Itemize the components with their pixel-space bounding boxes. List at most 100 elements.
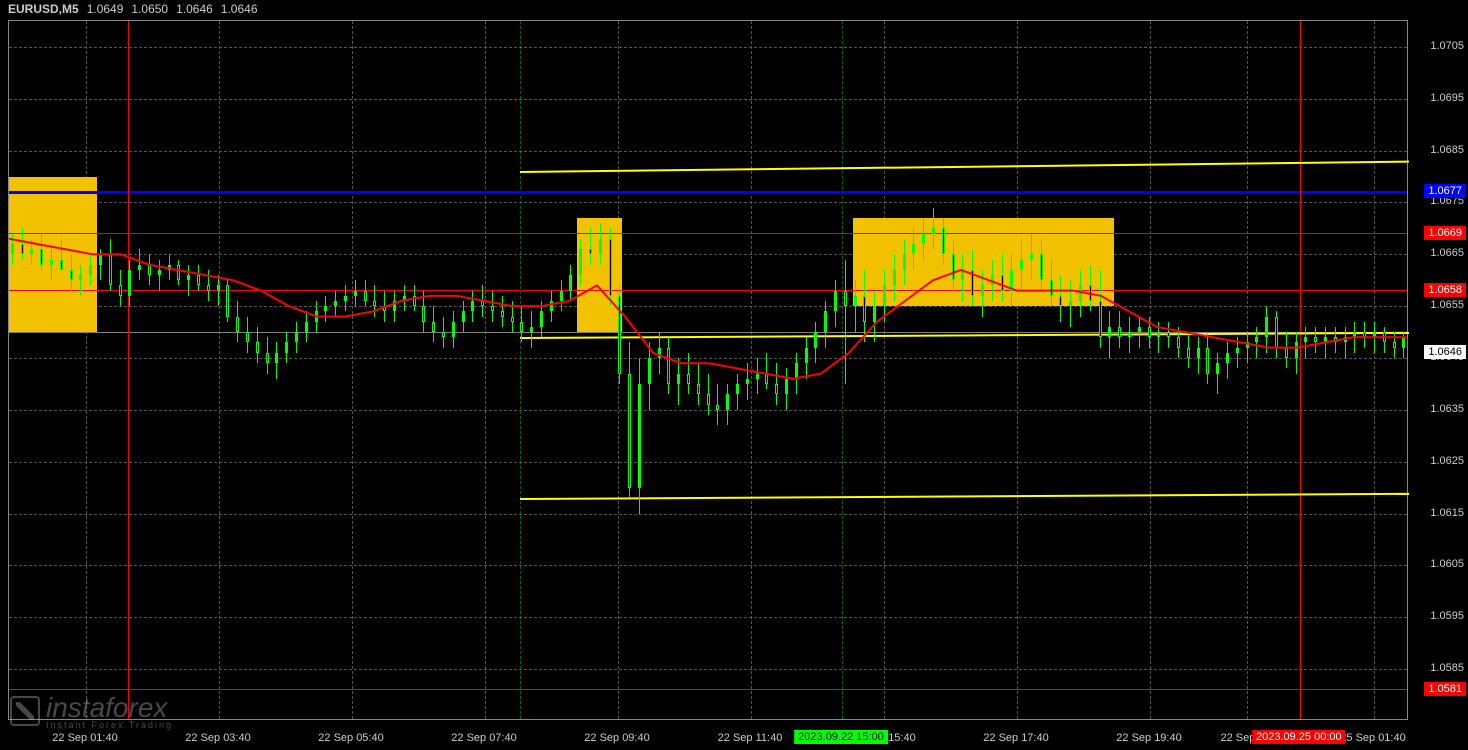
candle (569, 265, 572, 301)
candle (520, 306, 523, 342)
candle (60, 239, 63, 270)
candle (89, 254, 92, 285)
candle (912, 228, 915, 269)
candle (1363, 322, 1366, 348)
gridline-v (1017, 21, 1018, 719)
candle (256, 327, 259, 363)
candle (217, 275, 220, 306)
candle (785, 368, 788, 409)
ohlc-open: 1.0649 (87, 2, 124, 16)
y-tick-label: 1.0705 (1430, 40, 1464, 52)
y-tick-label: 1.0655 (1430, 299, 1464, 311)
candle (726, 384, 729, 425)
candle (716, 384, 719, 425)
candle (589, 228, 592, 264)
watermark-icon (10, 696, 40, 726)
candle (844, 260, 847, 384)
y-tick-label: 1.0685 (1430, 144, 1464, 156)
candle (1275, 311, 1278, 358)
vertical-line (1300, 21, 1301, 719)
price-line (9, 191, 1407, 194)
candle (471, 291, 474, 322)
candle (275, 342, 278, 378)
candle (442, 317, 445, 348)
watermark: instaforex Instant Forex Trading (10, 692, 173, 730)
candle (128, 260, 131, 307)
symbol-label: EURUSD,M5 (8, 2, 79, 16)
candle (1128, 317, 1131, 353)
candle (168, 254, 171, 280)
candle (599, 223, 602, 264)
candle (697, 363, 700, 404)
candle (197, 265, 200, 291)
candle (148, 254, 151, 285)
candle (863, 270, 866, 343)
candle (707, 374, 710, 415)
candle (991, 260, 994, 301)
candle (736, 374, 739, 410)
candle (177, 260, 180, 286)
candle (246, 317, 249, 353)
candle (560, 280, 563, 311)
y-price-marker: 1.0581 (1424, 682, 1466, 696)
candle (540, 301, 543, 337)
candle (1148, 317, 1151, 348)
x-time-marker: 2023.09.22 15:00 (794, 730, 888, 744)
candle (579, 239, 582, 286)
candle (834, 280, 837, 327)
y-axis: 1.05851.05951.06051.06151.06251.06351.06… (1408, 20, 1468, 720)
candle (1246, 332, 1249, 363)
candle (1344, 327, 1347, 358)
candle (1216, 353, 1219, 394)
candle (158, 260, 161, 291)
channel-line (520, 493, 1409, 500)
candle (1373, 322, 1376, 353)
candle (1010, 254, 1013, 306)
candle (883, 270, 886, 322)
candle (21, 228, 24, 259)
candle (1118, 311, 1121, 347)
gridline-v (1374, 21, 1375, 719)
price-line (9, 689, 1407, 690)
x-time-marker: 2023.09.25 00:00 (1252, 730, 1346, 744)
candle (1108, 311, 1111, 358)
y-tick-label: 1.0605 (1430, 558, 1464, 570)
price-line (9, 233, 1407, 234)
candle (854, 280, 857, 332)
candle (1226, 342, 1229, 378)
vertical-line (128, 21, 129, 719)
y-tick-label: 1.0665 (1430, 247, 1464, 259)
candle (873, 291, 876, 343)
candle (1236, 337, 1239, 368)
candle (1079, 270, 1082, 317)
y-price-marker: 1.0658 (1424, 283, 1466, 297)
candle (687, 353, 690, 394)
x-tick-label: 22 Sep 09:40 (584, 732, 649, 744)
candle (609, 228, 612, 306)
candle (981, 270, 984, 317)
candle (1069, 280, 1072, 327)
candle (315, 301, 318, 332)
plot-area[interactable] (8, 20, 1408, 720)
candle (1353, 322, 1356, 353)
candle (648, 342, 651, 409)
candle (1314, 327, 1317, 353)
candle (413, 285, 416, 311)
candle (462, 301, 465, 332)
y-price-marker: 1.0646 (1424, 345, 1466, 359)
candle (138, 249, 141, 280)
y-tick-label: 1.0695 (1430, 92, 1464, 104)
candle (236, 301, 239, 342)
y-tick-label: 1.0585 (1430, 662, 1464, 674)
candle (305, 311, 308, 342)
candle (285, 332, 288, 363)
x-tick-label: 22 Sep 19:40 (1116, 732, 1181, 744)
candle (324, 296, 327, 322)
y-tick-label: 1.0595 (1430, 610, 1464, 622)
candle (344, 285, 347, 311)
x-tick-label: 25 Sep 01:40 (1340, 732, 1405, 744)
candle (501, 296, 504, 327)
gridline-v (1247, 21, 1248, 719)
x-tick-label: 22 Sep 01:40 (52, 732, 117, 744)
candle (1089, 265, 1092, 312)
